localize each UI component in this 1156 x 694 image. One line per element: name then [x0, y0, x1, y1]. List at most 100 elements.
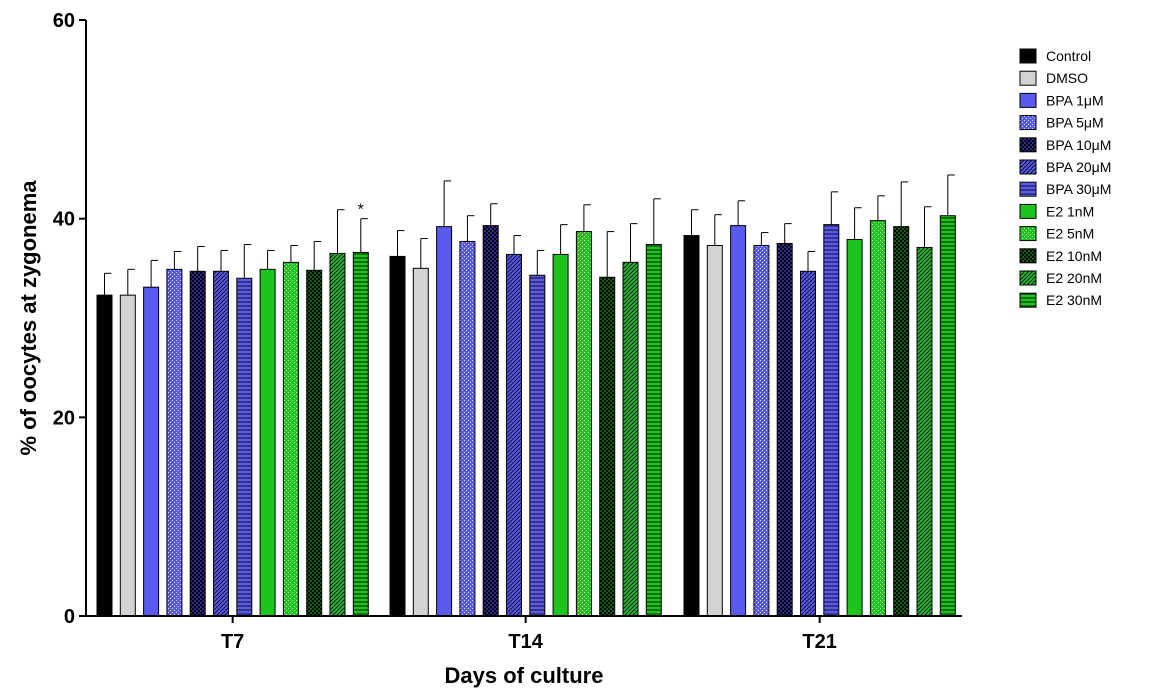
bar-e2-5nm-t7	[282, 261, 299, 617]
bar-e2-10nm-t7	[306, 269, 323, 617]
error-bar-e2-10nm-t14	[606, 231, 615, 278]
legend-label: E2 30nM	[1046, 292, 1102, 308]
error-bar-control-t7	[104, 272, 112, 296]
error-bar-bpa-30um-t14	[536, 249, 545, 276]
error-bar-e2-5nm-t21	[877, 195, 885, 221]
bar-bpa-20um-t14	[506, 253, 522, 617]
error-bar-bpa-1um-t7	[150, 259, 159, 288]
error-bar-e2-30nm-t21	[947, 174, 955, 216]
error-bar-e2-1nm-t14	[560, 224, 568, 255]
error-bar-e2-30nm-t14	[653, 198, 661, 245]
legend-label: E2 10nM	[1046, 248, 1102, 264]
bar-bpa-20um-t21	[800, 270, 816, 617]
error-bar-dmso-t7	[127, 268, 135, 296]
error-bar-e2-10nm-t21	[900, 181, 909, 227]
bar-bpa-30um-t14	[529, 274, 546, 617]
bar-bpa-5um-t21	[753, 244, 770, 617]
bar-bpa-30um-t21	[823, 224, 840, 617]
legend-swatch	[1019, 203, 1037, 219]
error-bar-e2-20nm-t21	[924, 206, 932, 248]
legend-item-bpa-30um: BPA 30μM	[1019, 181, 1111, 197]
error-bars-layer	[104, 174, 955, 296]
error-bar-bpa-20um-t21	[807, 250, 815, 272]
legend-label: BPA 5μM	[1046, 115, 1104, 131]
bar-e2-1nm-t14	[552, 253, 569, 617]
error-bar-e2-20nm-t7	[337, 209, 345, 254]
error-bar-bpa-5um-t7	[173, 250, 182, 270]
error-bar-bpa-10um-t21	[784, 223, 792, 244]
bar-bpa-10um-t7	[189, 270, 206, 617]
legend-swatch	[1019, 48, 1037, 64]
legend-label: E2 5nM	[1046, 226, 1094, 242]
legend-item-bpa-10um: BPA 10μM	[1019, 137, 1111, 153]
legend-swatch	[1019, 159, 1037, 175]
error-bar-bpa-30um-t7	[243, 243, 252, 279]
x-axis-title: Days of culture	[445, 663, 604, 688]
legend-item-e2-30nm: E2 30nM	[1019, 292, 1102, 308]
error-bar-control-t21	[691, 209, 699, 236]
error-bar-e2-10nm-t7	[313, 241, 322, 271]
error-bar-bpa-5um-t14	[466, 215, 475, 242]
legend-swatch	[1019, 270, 1037, 286]
legend-swatch	[1019, 248, 1037, 264]
error-bar-dmso-t21	[714, 214, 722, 246]
legend-item-e2-20nm: E2 20nM	[1019, 270, 1102, 286]
y-tick-label: 40	[53, 209, 75, 231]
legend-label: E2 1nM	[1046, 203, 1094, 219]
bar-dmso-t7	[119, 294, 136, 617]
bar-e2-30nm-t7	[352, 251, 369, 617]
bar-bpa-10um-t21	[776, 243, 793, 617]
legend-swatch	[1019, 181, 1037, 197]
error-bar-e2-20nm-t14	[630, 223, 638, 263]
bar-e2-20nm-t7	[329, 252, 346, 617]
legend: Control DMSO BPA 1μM BPA 5μM BPA 10μM BPA 20μ…	[1019, 48, 1111, 308]
x-tick-label-t7: T7	[221, 631, 244, 653]
y-axis-title: % of oocytes at zygonema	[16, 180, 41, 456]
bar-bpa-30um-t7	[236, 277, 253, 617]
ticks-layer: 0 20 40 60 T7 T14 T21	[53, 10, 837, 653]
bar-bpa-1um-t14	[436, 226, 453, 617]
error-bar-bpa-30um-t21	[830, 191, 839, 225]
legend-item-bpa-1um: BPA 1μM	[1019, 92, 1104, 108]
y-tick-label: 60	[53, 10, 75, 32]
bar-dmso-t14	[412, 267, 429, 617]
bar-bpa-10um-t14	[482, 225, 499, 617]
bar-e2-5nm-t21	[869, 220, 886, 617]
bar-control-t21	[683, 235, 700, 617]
legend-swatch	[1019, 137, 1037, 153]
bar-bpa-1um-t21	[730, 225, 747, 617]
error-bar-e2-1nm-t21	[854, 207, 862, 240]
error-bar-bpa-10um-t7	[197, 245, 205, 272]
error-bar-e2-5nm-t14	[583, 204, 591, 232]
legend-label: E2 20nM	[1046, 270, 1102, 286]
legend-item-e2-1nm: E2 1nM	[1019, 203, 1094, 219]
error-bar-bpa-5um-t21	[760, 232, 769, 246]
bar-bpa-20um-t7	[213, 270, 229, 617]
error-bar-e2-5nm-t7	[290, 244, 298, 263]
error-bar-bpa-20um-t14	[513, 235, 521, 255]
legend-item-bpa-5um: BPA 5μM	[1019, 115, 1104, 131]
legend-item-control: Control	[1019, 48, 1091, 64]
error-bar-bpa-1um-t14	[443, 180, 452, 227]
bar-e2-5nm-t14	[575, 231, 592, 617]
legend-label: DMSO	[1046, 70, 1088, 86]
y-tick-label: 20	[53, 407, 75, 429]
error-bar-control-t14	[397, 230, 405, 257]
bar-e2-10nm-t14	[599, 276, 616, 617]
legend-item-e2-10nm: E2 10nM	[1019, 248, 1102, 264]
bar-e2-30nm-t14	[645, 243, 662, 617]
error-bar-dmso-t14	[420, 238, 428, 269]
bar-dmso-t21	[706, 244, 723, 617]
error-bar-e2-30nm-t7	[360, 218, 368, 253]
legend-swatch	[1019, 226, 1037, 242]
bar-e2-1nm-t21	[846, 239, 863, 617]
legend-swatch	[1019, 292, 1037, 308]
legend-item-e2-5nm: E2 5nM	[1019, 226, 1094, 242]
legend-item-dmso: DMSO	[1019, 70, 1088, 86]
annotations-layer: *	[358, 202, 364, 219]
error-bar-bpa-20um-t7	[220, 249, 228, 272]
bar-e2-30nm-t21	[939, 215, 956, 617]
error-bar-bpa-1um-t21	[737, 200, 746, 226]
legend-label: BPA 1μM	[1046, 92, 1104, 108]
